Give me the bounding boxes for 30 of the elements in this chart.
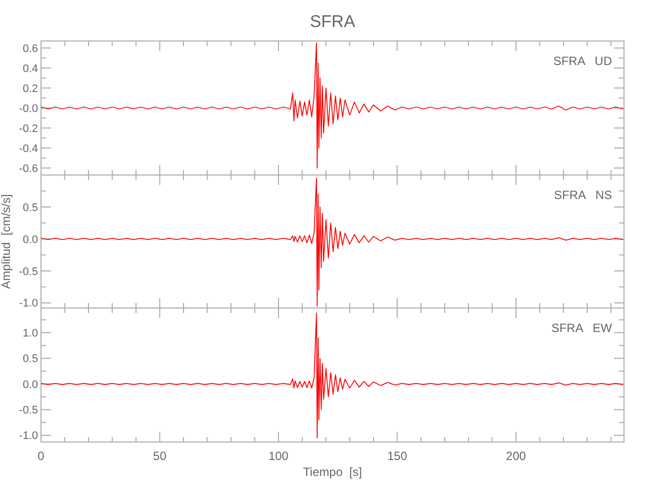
x-tick-label: 0 — [38, 449, 45, 463]
y-tick-label: 0.5 — [22, 353, 38, 366]
line-series — [41, 178, 624, 307]
chart-title: SFRA — [310, 12, 356, 31]
x-tick-label: 100 — [268, 449, 289, 463]
y-tick-label: 0.5 — [22, 202, 38, 214]
y-tick-label: -0.0 — [19, 102, 38, 115]
y-tick-label: -0.4 — [19, 142, 38, 155]
x-tick-label: 150 — [387, 449, 408, 463]
x-tick-label: 50 — [153, 449, 167, 463]
x-tick-label: 200 — [506, 449, 526, 463]
x-axis-title: Tiempo [s] — [303, 465, 362, 479]
y-tick-label: -1.0 — [19, 430, 38, 442]
y-tick-label: 0.2 — [22, 82, 38, 95]
y-tick-label: -0.6 — [19, 162, 38, 175]
y-tick-label: -1.0 — [19, 298, 38, 310]
y-tick-label: 0.4 — [22, 62, 38, 75]
y-tick-label: -0.5 — [19, 404, 38, 417]
line-series — [41, 312, 624, 438]
annotation: SFRA EW — [551, 321, 613, 335]
y-tick-label: 0.0 — [22, 234, 38, 246]
line-series — [41, 42, 624, 168]
y-axis-title: Amplitud [cm/s/s] — [0, 194, 13, 289]
y-tick-label: 1.0 — [22, 327, 38, 340]
annotation: SFRA NS — [554, 188, 612, 202]
y-tick-label: 0.6 — [22, 42, 38, 55]
y-tick-label: -0.2 — [19, 122, 38, 135]
annotation: SFRA UD — [553, 54, 612, 68]
y-tick-label: -0.5 — [19, 266, 38, 278]
y-tick-label: 0.0 — [22, 378, 38, 391]
